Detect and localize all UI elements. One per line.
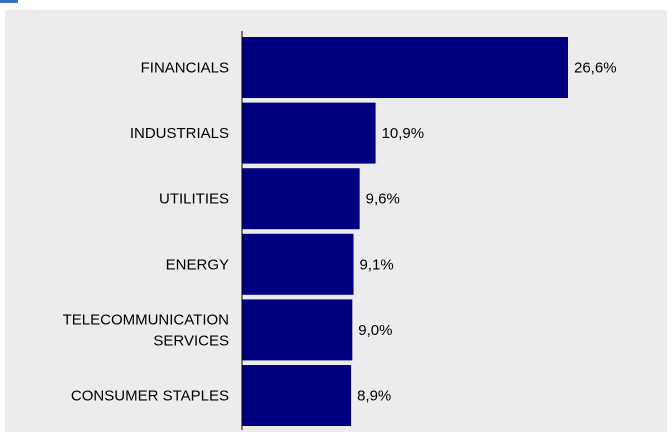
category-label-5: CONSUMER STAPLES — [71, 388, 229, 405]
category-label-0: FINANCIALS — [141, 60, 229, 77]
bar-5 — [242, 365, 352, 426]
bar-0 — [242, 37, 568, 98]
category-label-2: UTILITIES — [159, 191, 229, 208]
bar-2 — [242, 168, 360, 230]
category-label-4-line-0: TELECOMMUNICATION — [63, 311, 229, 328]
header-accent-bar — [0, 0, 18, 3]
category-label-4-line-1: SERVICES — [153, 332, 229, 349]
value-label-0: 26,6% — [574, 60, 617, 77]
value-label-2: 9,6% — [366, 191, 400, 208]
bar-4 — [242, 299, 353, 361]
category-label-3: ENERGY — [166, 256, 229, 273]
category-label-1: INDUSTRIALS — [130, 125, 229, 142]
value-label-1: 10,9% — [382, 125, 425, 142]
bar-1 — [242, 102, 376, 164]
value-label-3: 9,1% — [360, 256, 394, 273]
bar-3 — [242, 233, 354, 295]
value-label-4: 9,0% — [358, 322, 392, 339]
value-label-5: 8,9% — [357, 388, 391, 405]
